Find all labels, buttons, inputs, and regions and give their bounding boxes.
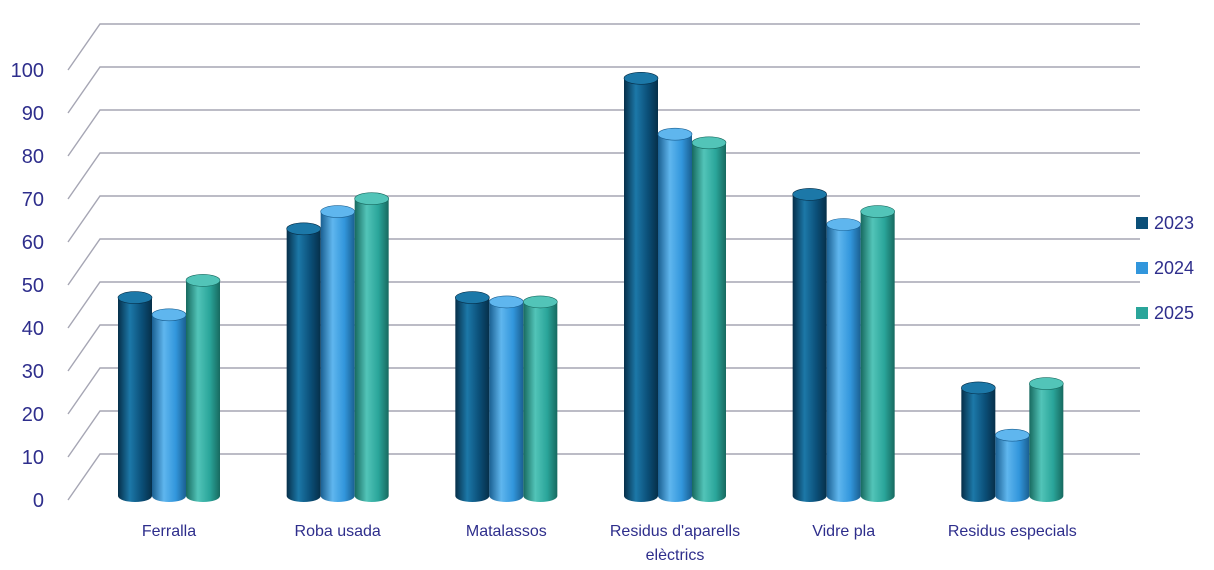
- x-axis-ticks: Ferralla Roba usada Matalassos Residus d'ap…: [142, 523, 1077, 564]
- gridline: [67, 66, 1140, 114]
- x-tick-label: Roba usada: [295, 523, 381, 540]
- gridline: [67, 23, 1140, 71]
- y-tick-label: 90: [22, 103, 44, 125]
- y-tick-label: 40: [22, 318, 44, 340]
- x-tick-label: Residus d'aparells elèctrics: [610, 523, 740, 564]
- x-tick-label: Vidre pla: [812, 523, 875, 540]
- bar: [792, 188, 827, 503]
- bar: [691, 136, 727, 503]
- bars: [117, 72, 1064, 503]
- gridlines: [67, 23, 1140, 501]
- bar: [860, 205, 895, 503]
- y-tick-label: 0: [33, 490, 44, 512]
- bar: [1029, 377, 1064, 503]
- legend-swatch: [1136, 262, 1148, 274]
- legend-item: 2023: [1136, 213, 1194, 233]
- legend-item: 2025: [1136, 303, 1194, 323]
- bar: [523, 295, 558, 503]
- bar: [995, 428, 1030, 502]
- y-tick-label: 70: [22, 189, 44, 211]
- gridline: [67, 324, 1140, 372]
- bar: [185, 274, 221, 502]
- x-tick-label: Matalassos: [466, 523, 547, 540]
- y-tick-label: 30: [22, 361, 44, 383]
- legend-label: 2023: [1154, 213, 1194, 233]
- bar: [320, 205, 355, 503]
- gridline: [67, 152, 1140, 200]
- bar: [489, 295, 524, 502]
- y-tick-label: 20: [22, 404, 44, 426]
- y-axis-ticks: 0 10 20 30 40 50 60 70 80 90 100: [11, 60, 44, 512]
- y-tick-label: 10: [22, 447, 44, 469]
- gridline: [67, 109, 1140, 157]
- legend-label: 2025: [1154, 303, 1194, 323]
- bar: [455, 291, 490, 503]
- bar: [354, 192, 389, 503]
- legend-item: 2024: [1136, 258, 1194, 278]
- x-tick-label: Ferralla: [142, 523, 196, 540]
- bar: [117, 291, 153, 502]
- legend-swatch: [1136, 217, 1148, 229]
- gridline: [67, 238, 1140, 286]
- gridline: [67, 281, 1140, 329]
- bar: [623, 72, 659, 503]
- y-tick-label: 100: [11, 60, 44, 82]
- x-tick-label: Residus especials: [948, 523, 1077, 540]
- y-tick-label: 50: [22, 275, 44, 297]
- legend-swatch: [1136, 307, 1148, 319]
- bar: [961, 381, 996, 503]
- gridline: [67, 195, 1140, 243]
- legend: 2023 2024 2025: [1136, 213, 1194, 323]
- bar: [826, 218, 861, 503]
- bar: [657, 127, 693, 502]
- y-tick-label: 80: [22, 146, 44, 168]
- legend-label: 2024: [1154, 258, 1194, 278]
- y-tick-label: 60: [22, 232, 44, 254]
- bar: [151, 308, 187, 502]
- bar: [286, 222, 321, 503]
